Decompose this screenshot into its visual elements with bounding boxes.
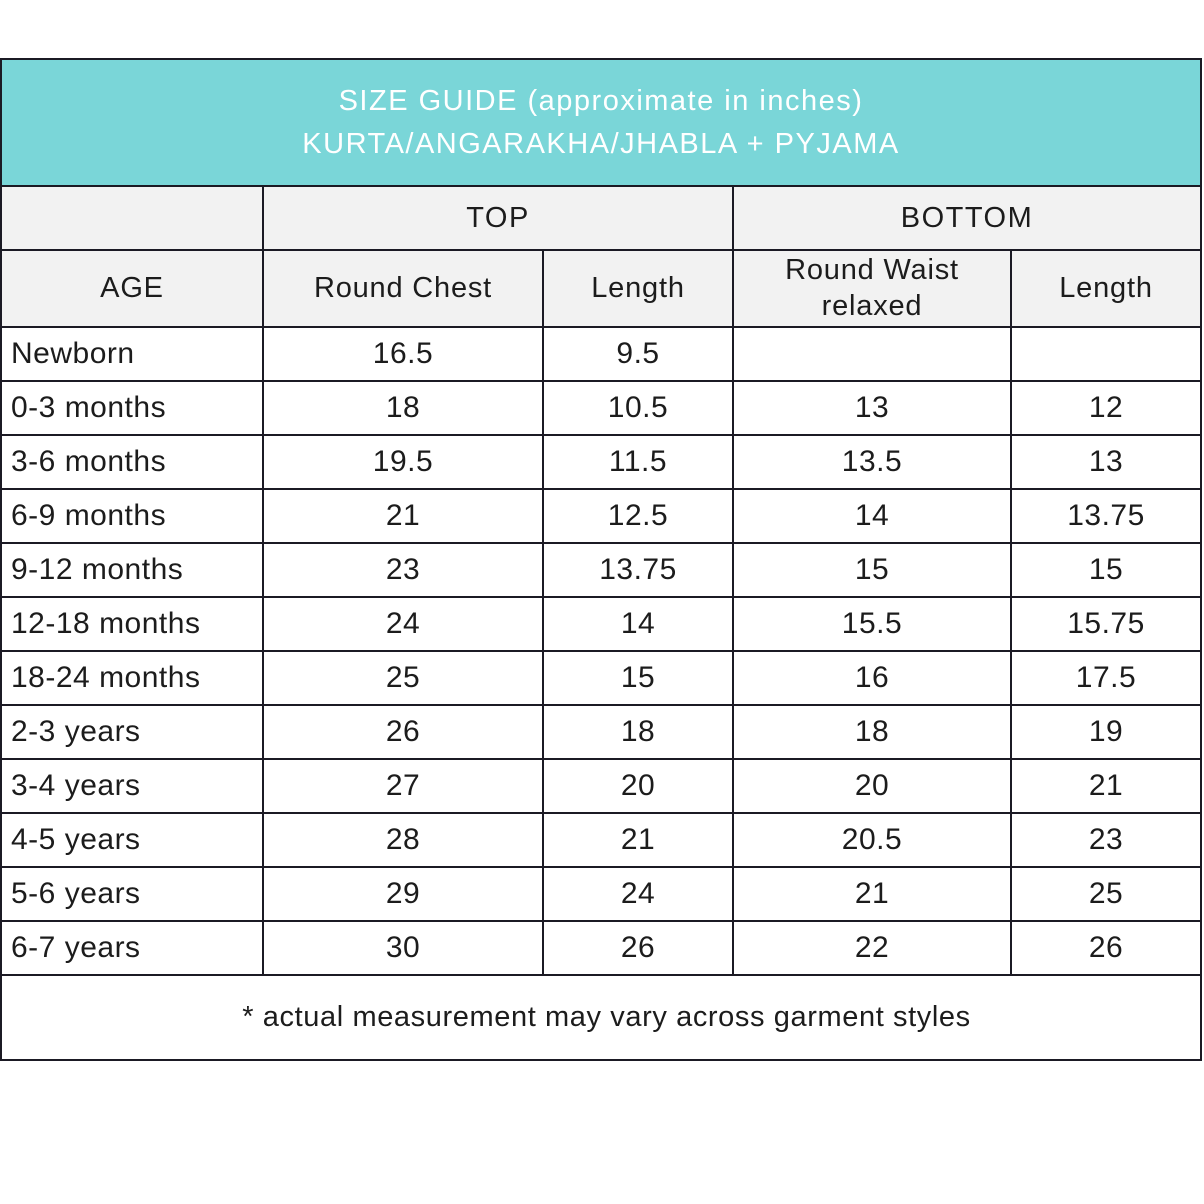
age-cell: 4-5 years <box>0 811 264 868</box>
age-cell: 6-7 years <box>0 919 264 976</box>
age-cell: 12-18 months <box>0 595 264 652</box>
top-length-cell: 11.5 <box>542 433 734 490</box>
round-chest-cell: 27 <box>262 757 544 814</box>
round-waist-cell: 15.5 <box>732 595 1012 652</box>
table-row: 12-18 months 24 14 15.5 15.75 <box>0 595 1202 652</box>
round-waist-cell: 14 <box>732 487 1012 544</box>
top-length-cell: 14 <box>542 595 734 652</box>
bottom-length-cell: 13 <box>1010 433 1202 490</box>
table-row: 3-6 months 19.5 11.5 13.5 13 <box>0 433 1202 490</box>
table-row: 6-9 months 21 12.5 14 13.75 <box>0 487 1202 544</box>
bottom-length-cell: 25 <box>1010 865 1202 922</box>
round-chest-cell: 24 <box>262 595 544 652</box>
column-header-round-waist: Round Waist relaxed <box>732 249 1012 328</box>
round-waist-cell: 20 <box>732 757 1012 814</box>
round-waist-cell: 13.5 <box>732 433 1012 490</box>
round-waist-cell: 13 <box>732 379 1012 436</box>
age-cell: Newborn <box>0 325 264 382</box>
bottom-length-cell: 12 <box>1010 379 1202 436</box>
round-waist-cell: 18 <box>732 703 1012 760</box>
round-chest-cell: 29 <box>262 865 544 922</box>
round-chest-cell: 30 <box>262 919 544 976</box>
table-row: 3-4 years 27 20 20 21 <box>0 757 1202 814</box>
bottom-length-cell: 17.5 <box>1010 649 1202 706</box>
top-length-cell: 12.5 <box>542 487 734 544</box>
round-chest-cell: 25 <box>262 649 544 706</box>
round-waist-cell: 15 <box>732 541 1012 598</box>
round-chest-cell: 19.5 <box>262 433 544 490</box>
top-length-cell: 18 <box>542 703 734 760</box>
table-row: 9-12 months 23 13.75 15 15 <box>0 541 1202 598</box>
top-length-cell: 24 <box>542 865 734 922</box>
size-guide-table: SIZE GUIDE (approximate in inches) KURTA… <box>0 58 1202 1061</box>
round-chest-cell: 18 <box>262 379 544 436</box>
top-length-cell: 10.5 <box>542 379 734 436</box>
top-length-cell: 9.5 <box>542 325 734 382</box>
column-header-age: AGE <box>0 249 264 328</box>
round-waist-cell <box>732 325 1012 382</box>
age-cell: 3-6 months <box>0 433 264 490</box>
top-length-cell: 13.75 <box>542 541 734 598</box>
table-row: 2-3 years 26 18 18 19 <box>0 703 1202 760</box>
age-cell: 9-12 months <box>0 541 264 598</box>
round-chest-cell: 23 <box>262 541 544 598</box>
round-chest-cell: 16.5 <box>262 325 544 382</box>
table-row: 4-5 years 28 21 20.5 23 <box>0 811 1202 868</box>
bottom-length-cell: 15.75 <box>1010 595 1202 652</box>
title-line-2: KURTA/ANGARAKHA/JHABLA + PYJAMA <box>302 127 900 160</box>
title-banner: SIZE GUIDE (approximate in inches) KURTA… <box>0 58 1202 187</box>
round-chest-cell: 21 <box>262 487 544 544</box>
round-waist-cell: 16 <box>732 649 1012 706</box>
bottom-length-cell: 21 <box>1010 757 1202 814</box>
top-length-cell: 20 <box>542 757 734 814</box>
bottom-length-cell: 19 <box>1010 703 1202 760</box>
age-cell: 18-24 months <box>0 649 264 706</box>
column-header-bottom-length: Length <box>1010 249 1202 328</box>
round-chest-cell: 28 <box>262 811 544 868</box>
column-header-top-length: Length <box>542 249 734 328</box>
round-waist-cell: 22 <box>732 919 1012 976</box>
bottom-length-cell: 15 <box>1010 541 1202 598</box>
round-chest-cell: 26 <box>262 703 544 760</box>
group-header-bottom: BOTTOM <box>732 185 1202 251</box>
round-waist-cell: 21 <box>732 865 1012 922</box>
footnote-row: * actual measurement may vary across gar… <box>0 973 1202 1061</box>
round-waist-cell: 20.5 <box>732 811 1012 868</box>
age-cell: 6-9 months <box>0 487 264 544</box>
table-row: Newborn 16.5 9.5 <box>0 325 1202 382</box>
top-length-cell: 15 <box>542 649 734 706</box>
table-row: 0-3 months 18 10.5 13 12 <box>0 379 1202 436</box>
age-cell: 5-6 years <box>0 865 264 922</box>
age-cell: 3-4 years <box>0 757 264 814</box>
bottom-length-cell: 23 <box>1010 811 1202 868</box>
top-length-cell: 26 <box>542 919 734 976</box>
age-cell: 0-3 months <box>0 379 264 436</box>
top-length-cell: 21 <box>542 811 734 868</box>
title-banner-row: SIZE GUIDE (approximate in inches) KURTA… <box>0 58 1202 187</box>
footnote: * actual measurement may vary across gar… <box>0 973 1202 1061</box>
age-cell: 2-3 years <box>0 703 264 760</box>
table-row: 6-7 years 30 26 22 26 <box>0 919 1202 976</box>
column-header-row: AGE Round Chest Length Round Waist relax… <box>0 249 1202 328</box>
table-row: 18-24 months 25 15 16 17.5 <box>0 649 1202 706</box>
column-header-round-chest: Round Chest <box>262 249 544 328</box>
bottom-length-cell: 13.75 <box>1010 487 1202 544</box>
bottom-length-cell <box>1010 325 1202 382</box>
group-header-row: TOP BOTTOM <box>0 185 1202 251</box>
group-header-top: TOP <box>262 185 734 251</box>
group-header-empty <box>0 185 264 251</box>
title-line-1: SIZE GUIDE (approximate in inches) <box>338 85 864 118</box>
table-row: 5-6 years 29 24 21 25 <box>0 865 1202 922</box>
bottom-length-cell: 26 <box>1010 919 1202 976</box>
